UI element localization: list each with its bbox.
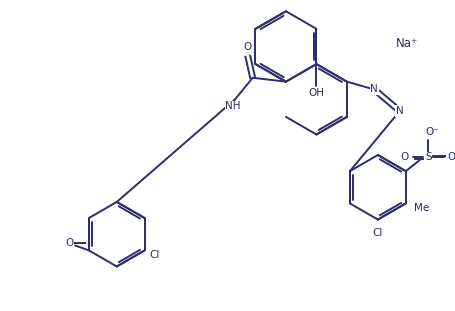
Text: NH: NH — [225, 101, 241, 111]
Text: OH: OH — [308, 88, 324, 98]
Text: O: O — [244, 42, 252, 53]
Text: O: O — [448, 152, 455, 162]
Text: S: S — [425, 152, 432, 162]
Text: Me: Me — [414, 203, 429, 213]
Text: Cl: Cl — [373, 228, 383, 238]
Text: O: O — [65, 238, 73, 248]
Text: O: O — [401, 152, 409, 162]
Text: Cl: Cl — [149, 250, 160, 260]
Text: N: N — [396, 106, 404, 116]
Text: Na⁺: Na⁺ — [396, 37, 418, 50]
Text: N: N — [370, 85, 378, 95]
Text: O⁻: O⁻ — [425, 127, 439, 137]
